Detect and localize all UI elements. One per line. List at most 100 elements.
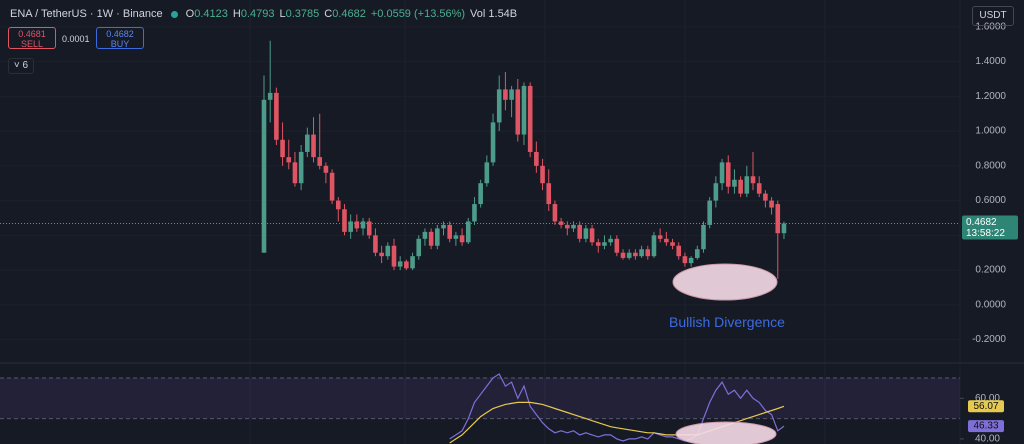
y-tick-label: 1.4000 (975, 56, 1006, 67)
candle-body (577, 224, 582, 239)
candle-body (435, 228, 440, 246)
candle-body (335, 200, 341, 210)
label: O (185, 8, 195, 20)
candle-body (552, 204, 558, 222)
ohlc: O0.4123 (186, 8, 228, 20)
candle-body (397, 261, 403, 267)
sell-button[interactable]: 0.4681 SELL (8, 27, 56, 49)
candle-body (750, 176, 756, 184)
candle-body (496, 89, 502, 123)
candle-body (744, 176, 750, 194)
candle-body (664, 238, 669, 243)
candle-body (354, 221, 360, 229)
candle-body (608, 238, 613, 243)
candle-body (614, 238, 620, 253)
candle-body (286, 157, 292, 163)
candle-body (725, 162, 731, 187)
ohlc: H0.4793 (233, 8, 275, 20)
annotation: Bullish Divergence (669, 314, 785, 330)
value: 0.4682 (332, 8, 366, 20)
ohlc: L0.3785 (279, 8, 319, 20)
value-box (968, 420, 1004, 433)
divergence-ellipse (672, 263, 778, 301)
candle-body (719, 162, 725, 184)
y-tick-label: 40.00 (975, 434, 1000, 444)
value-label: 46.33 (973, 421, 998, 432)
candle-body (602, 242, 607, 246)
label: H (232, 8, 241, 20)
value-label: 56.07 (973, 401, 998, 412)
buy-label: BUY (110, 39, 130, 49)
value: 0.4123 (194, 8, 228, 20)
value-box (968, 400, 1004, 413)
candle-body (342, 209, 347, 232)
value: 0.4793 (240, 8, 275, 20)
candle-body (366, 221, 372, 236)
y-tick-label: 1.2000 (975, 91, 1006, 102)
countdown: 13:58:22 (966, 228, 1005, 239)
candle-body (534, 151, 539, 166)
y-tick-label: 1.0000 (975, 126, 1006, 137)
candle-body (484, 162, 490, 184)
candle-body (465, 221, 471, 243)
candle-body (459, 235, 465, 243)
candle-body (410, 256, 415, 269)
candle-body (657, 235, 663, 239)
currency-button[interactable]: USDT (972, 6, 1014, 26)
candle-body (360, 221, 366, 229)
candle-body (651, 235, 657, 257)
label: C (324, 8, 333, 20)
candle-body (379, 252, 384, 257)
label: L (279, 8, 286, 20)
candle-body (348, 221, 353, 232)
last-price-box (962, 215, 1018, 240)
candle-body (645, 249, 651, 257)
status-dot (170, 10, 178, 18)
candle-body (447, 224, 452, 239)
candle-body (676, 245, 682, 257)
last-price-label: 0.4682 (966, 217, 997, 228)
spread: 0.0001 (62, 34, 90, 44)
candle-body (565, 224, 570, 229)
candle-body (738, 179, 743, 194)
divergence-ellipse (675, 421, 777, 444)
candle-body (571, 224, 576, 229)
candle-body (695, 249, 700, 258)
candle-body (373, 235, 378, 253)
band-fill (0, 378, 960, 419)
candle-body (763, 193, 768, 201)
candle-body (509, 89, 514, 100)
candle-body (540, 165, 545, 184)
candle-body (428, 231, 434, 246)
candle-body (317, 157, 323, 166)
candle-body (633, 252, 638, 257)
candle-body (589, 228, 595, 243)
candle-body (756, 183, 762, 194)
candle-body (311, 134, 316, 158)
time-grid (249, 0, 826, 444)
candle-body (280, 139, 285, 158)
candle-body (453, 235, 459, 239)
y-tick-label: 1.6000 (975, 21, 1006, 32)
y-tick-label: 0.6000 (975, 195, 1006, 206)
indicator-line (449, 373, 785, 442)
candle-body (521, 85, 527, 135)
candle-body (546, 183, 552, 205)
candle-body (626, 252, 632, 258)
volume: Vol 1.54B (470, 8, 518, 20)
candle-body (490, 122, 496, 163)
candle-body (416, 238, 422, 257)
candle-body (422, 231, 428, 239)
buy-button[interactable]: 0.4682 BUY (96, 27, 144, 49)
candle-body (441, 224, 446, 229)
sell-price: 0.4681 (18, 29, 46, 39)
indicators-toggle[interactable]: ˅ 6 (8, 58, 34, 74)
candle-body (503, 89, 508, 100)
candle-body (688, 257, 694, 264)
indicator-count: 6 (22, 60, 29, 71)
candle-body (323, 165, 329, 173)
candle-body (298, 151, 304, 184)
candle-body (781, 223, 787, 234)
y-tick-label: 0.2000 (975, 265, 1006, 276)
